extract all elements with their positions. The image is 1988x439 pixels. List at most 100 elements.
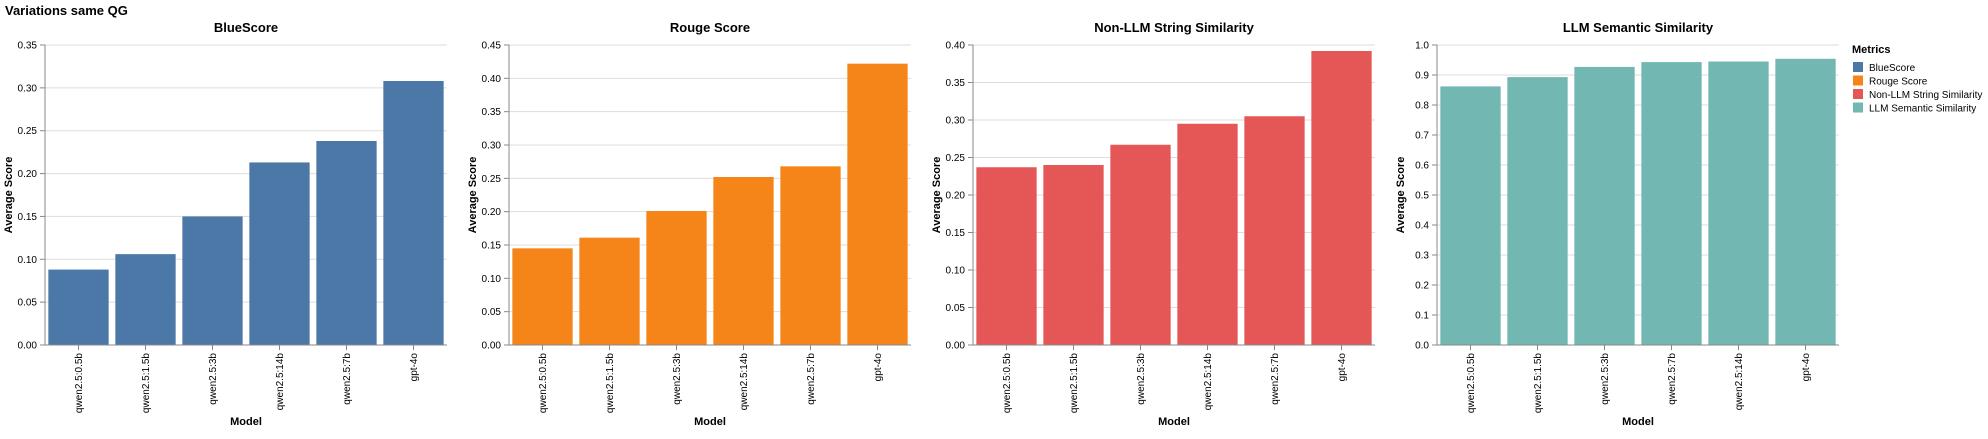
x-tick-label: qwen2.5:1.5b	[1533, 353, 1544, 413]
y-tick-label: 0.20	[482, 207, 502, 218]
y-tick-label: 0.0	[1415, 341, 1429, 352]
x-tick-label: qwen2.5:0.5b	[74, 353, 85, 413]
bar	[1775, 58, 1836, 346]
chart-title: LLM Semantic Similarity	[1563, 20, 1714, 35]
y-tick-label: 0.30	[946, 116, 966, 127]
chart-panel-1: 0.00 0.05 0.10 0.15 0.20 0.25 0.30 0.35 qwen2.5:…	[3, 20, 447, 428]
legend-swatch	[1853, 89, 1863, 99]
x-tick-label: qwen2.5:1.5b	[1069, 353, 1080, 413]
legend: Metrics BlueScore Rouge Score Non-LLM Stri…	[1852, 44, 1982, 115]
y-tick-label: 0.00	[482, 341, 502, 352]
y-tick-label: 0.05	[18, 298, 38, 309]
x-tick-label: qwen2.5:0.5b	[538, 353, 549, 413]
x-tick-label: qwen2.5:1.5b	[605, 353, 616, 413]
chart-panel-4: 0.0 0.1 0.2 0.3 0.4 0.5 0.6 0.7 0.8 0.9 1.0 qwen2.5…	[1395, 20, 1839, 428]
y-tick-label: 0.30	[482, 141, 502, 152]
legend-swatch	[1853, 75, 1863, 86]
bar	[646, 211, 707, 345]
y-tick-label: 0.25	[482, 174, 502, 185]
y-tick-label: 0.10	[482, 274, 502, 285]
chart-title: Non-LLM String Similarity	[1094, 20, 1254, 35]
y-axis-title: Average Score	[467, 157, 479, 234]
y-tick-label: 0.30	[18, 83, 38, 94]
x-tick-label: gpt-4o	[1337, 353, 1348, 382]
y-tick-label: 0.15	[18, 212, 38, 223]
x-tick-label: gpt-4o	[873, 353, 884, 382]
y-tick-label: 0.00	[18, 341, 38, 352]
bar	[1311, 51, 1372, 345]
y-tick-label: 0.15	[946, 228, 966, 239]
y-tick-label: 0.1	[1415, 311, 1429, 322]
legend-label: LLM Semantic Similarity	[1869, 104, 1976, 115]
bar	[512, 248, 573, 345]
bar	[249, 162, 310, 345]
y-axis-title: Average Score	[3, 157, 15, 234]
bar	[1177, 123, 1238, 345]
y-tick-label: 0.9	[1415, 71, 1429, 82]
y-tick-label: 0.05	[482, 307, 502, 318]
y-tick-label: 0.5	[1415, 191, 1429, 202]
y-tick-label: 0.3	[1415, 251, 1429, 262]
bar	[48, 269, 109, 345]
y-axis-title: Average Score	[931, 157, 943, 234]
y-tick-label: 0.10	[18, 255, 38, 266]
x-tick-label: gpt-4o	[409, 353, 420, 382]
legend-label: Non-LLM String Similarity	[1869, 90, 1982, 101]
bar	[383, 81, 444, 345]
x-tick-label: qwen2.5:0.5b	[1466, 353, 1477, 413]
x-tick-label: qwen2.5:7b	[342, 353, 353, 405]
bar	[1507, 77, 1568, 345]
x-axis-title: Model	[694, 416, 726, 428]
y-tick-label: 0.2	[1415, 281, 1429, 292]
bar	[316, 141, 377, 345]
legend-title: Metrics	[1852, 44, 1891, 56]
bar	[780, 166, 841, 345]
x-tick-label: qwen2.5:14b	[275, 353, 286, 411]
y-tick-label: 0.15	[482, 241, 502, 252]
bar	[182, 216, 243, 345]
x-tick-label: qwen2.5:3b	[672, 353, 683, 405]
y-tick-label: 0.45	[482, 41, 502, 52]
bar	[1440, 86, 1501, 346]
chart-title: Rouge Score	[670, 20, 750, 35]
bar	[1708, 61, 1769, 345]
chart-title: BlueScore	[214, 20, 278, 35]
x-axis-title: Model	[230, 416, 262, 428]
y-axis-title: Average Score	[1395, 157, 1407, 234]
y-tick-label: 0.35	[946, 78, 966, 89]
legend-items: BlueScore Rouge Score Non-LLM String Simil…	[1853, 62, 1982, 115]
bar	[579, 237, 640, 345]
x-axis-title: Model	[1158, 416, 1190, 428]
x-tick-label: qwen2.5:3b	[1600, 353, 1611, 405]
x-axis-title: Model	[1622, 416, 1654, 428]
bar	[1574, 66, 1635, 346]
bar	[1110, 144, 1171, 345]
y-tick-label: 0.8	[1415, 101, 1429, 112]
bar	[713, 177, 774, 345]
x-tick-label: qwen2.5:1.5b	[141, 353, 152, 413]
y-tick-label: 0.40	[946, 41, 966, 52]
chart-panel-2: 0.00 0.05 0.10 0.15 0.20 0.25 0.30 0.35 0.40 0.45…	[467, 20, 911, 428]
legend-swatch	[1853, 102, 1863, 113]
bar	[1641, 62, 1702, 345]
y-tick-label: 0.35	[482, 107, 502, 118]
bar	[1244, 116, 1305, 345]
bar	[976, 167, 1037, 345]
bar	[1043, 165, 1104, 345]
y-tick-label: 0.4	[1415, 221, 1429, 232]
x-tick-label: qwen2.5:14b	[1734, 353, 1745, 411]
y-tick-label: 0.10	[946, 266, 966, 277]
bar	[847, 63, 908, 346]
x-tick-label: qwen2.5:7b	[1270, 353, 1281, 405]
y-tick-label: 0.35	[18, 41, 38, 52]
x-tick-label: qwen2.5:7b	[1667, 353, 1678, 405]
y-tick-label: 0.00	[946, 341, 966, 352]
x-tick-label: qwen2.5:7b	[806, 353, 817, 405]
y-tick-label: 0.25	[18, 126, 38, 137]
figure-title: Variations same QG	[5, 3, 128, 18]
x-tick-label: qwen2.5:14b	[739, 353, 750, 411]
chart-panels: 0.00 0.05 0.10 0.15 0.20 0.25 0.30 0.35 qwen2.5:…	[3, 20, 1839, 428]
x-tick-label: qwen2.5:14b	[1203, 353, 1214, 411]
